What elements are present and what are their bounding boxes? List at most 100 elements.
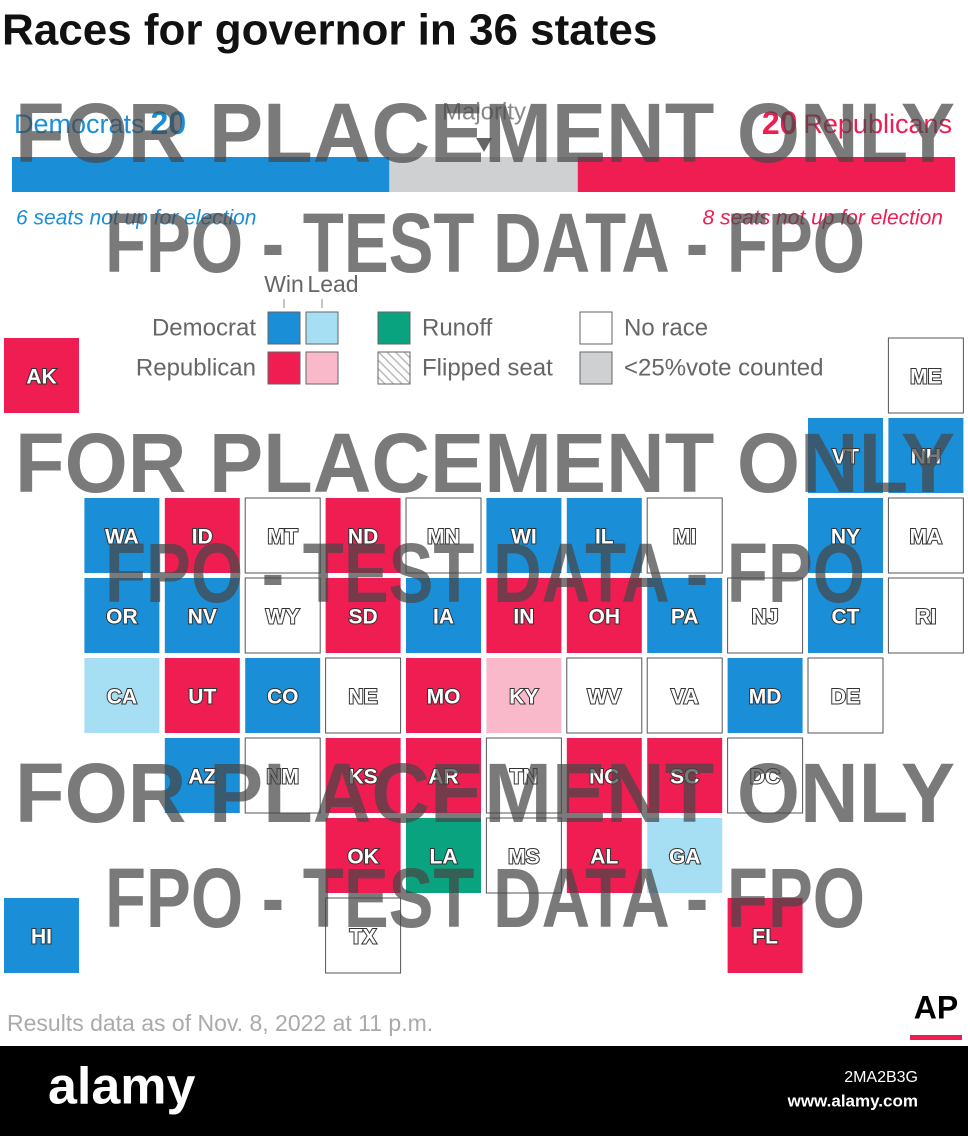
state-tile xyxy=(244,577,321,654)
state-tile xyxy=(406,738,481,813)
state-label: VA xyxy=(671,686,699,709)
state-tile xyxy=(164,658,240,733)
state-label: VT xyxy=(832,446,859,469)
dem-name: Democrats xyxy=(14,109,145,139)
state-tile xyxy=(84,578,160,653)
state-label: TX xyxy=(350,926,377,949)
state-label: MA xyxy=(910,526,943,549)
title: Races for governor in 36 states xyxy=(2,6,657,55)
state-tile xyxy=(406,578,481,653)
state-tile xyxy=(485,817,562,894)
stock-url: www.alamy.com xyxy=(787,1091,918,1110)
state-label: AL xyxy=(590,846,618,869)
state-tile xyxy=(325,657,402,734)
state-label: NC xyxy=(589,766,619,789)
legend-party: Democrat xyxy=(152,314,256,341)
state-label: KS xyxy=(349,766,378,789)
state-label: WY xyxy=(266,606,300,629)
state-tile xyxy=(84,658,160,733)
dem-label: Democrats 20 xyxy=(14,105,186,141)
legend-swatch xyxy=(305,351,339,385)
watermark: FPO - TEST DATA - FPO xyxy=(105,851,865,945)
state-tile xyxy=(808,498,883,573)
state-label: HI xyxy=(31,926,52,949)
watermark: FPO - TEST DATA - FPO xyxy=(105,196,865,290)
legend-label: Runoff xyxy=(422,314,493,341)
legend-label: No race xyxy=(624,314,708,341)
state-tile xyxy=(164,578,240,653)
state-label: WI xyxy=(511,526,537,549)
state-label: FL xyxy=(752,926,778,949)
watermark: FOR PLACEMENT ONLY xyxy=(15,746,955,840)
legend-label: <25%vote counted xyxy=(624,354,824,381)
state-tile xyxy=(486,498,562,573)
state-tile xyxy=(405,497,482,574)
state-label: AK xyxy=(26,366,56,389)
dem-note: 6 seats not up for election xyxy=(16,207,257,230)
state-label: OH xyxy=(589,606,621,629)
majority-marker xyxy=(476,138,492,152)
state-label: CA xyxy=(107,686,137,709)
state-tile xyxy=(566,657,643,734)
legend-column: Lead xyxy=(307,271,358,297)
state-tile xyxy=(566,498,642,573)
state-label: NJ xyxy=(752,606,779,629)
state-tile xyxy=(646,497,723,574)
dem-seats: 20 xyxy=(151,105,187,141)
legend-swatch xyxy=(377,351,411,385)
state-label: DE xyxy=(831,686,860,709)
state-tile xyxy=(807,657,884,734)
state-tile xyxy=(244,497,321,574)
state-label: UT xyxy=(188,686,216,709)
state-label: IN xyxy=(513,606,534,629)
stock-bar xyxy=(0,1046,968,1136)
state-label: LA xyxy=(430,846,458,869)
state-tile xyxy=(566,578,642,653)
state-label: OK xyxy=(347,846,379,869)
state-label: ME xyxy=(910,366,942,389)
state-label: AR xyxy=(428,766,458,789)
state-label: NY xyxy=(831,526,860,549)
majority-label: Majority xyxy=(442,98,526,125)
state-label: IA xyxy=(433,606,454,629)
legend-swatch xyxy=(579,351,613,385)
state-tile xyxy=(727,577,804,654)
legend-swatch xyxy=(305,311,339,345)
state-tile xyxy=(325,498,401,573)
rep-note: 8 seats not up for election xyxy=(703,207,944,230)
state-label: MD xyxy=(749,686,782,709)
state-label: GA xyxy=(669,846,701,869)
state-label: OR xyxy=(106,606,138,629)
watermark: FOR PLACEMENT ONLY xyxy=(15,86,955,180)
rep-label: 20 Republicans xyxy=(762,105,952,141)
state-tile xyxy=(566,818,642,893)
state-tile xyxy=(808,418,883,493)
state-tile xyxy=(887,497,964,574)
watermark: FPO - TEST DATA - FPO xyxy=(105,526,865,620)
state-label: DC xyxy=(750,766,780,789)
state-label: RI xyxy=(915,606,936,629)
state-tile xyxy=(727,658,803,733)
ap-underline xyxy=(910,1035,962,1040)
state-tile xyxy=(647,578,723,653)
state-tile xyxy=(887,337,964,414)
state-tile xyxy=(164,498,240,573)
state-tile xyxy=(727,737,804,814)
state-label: PA xyxy=(671,606,699,629)
state-label: WV xyxy=(587,686,621,709)
state-tile xyxy=(406,818,481,893)
state-tile xyxy=(486,658,562,733)
rep-name: Republicans xyxy=(803,109,952,139)
legend-party: Republican xyxy=(136,354,256,381)
state-label: MS xyxy=(508,846,540,869)
state-label: SD xyxy=(349,606,378,629)
state-tile xyxy=(245,658,321,733)
state-tile xyxy=(888,418,964,493)
state-label: CT xyxy=(832,606,860,629)
state-tile xyxy=(325,578,401,653)
state-label: NM xyxy=(266,766,299,789)
state-tile xyxy=(325,818,401,893)
state-label: NH xyxy=(911,446,941,469)
source: Results data as of Nov. 8, 2022 at 11 p.… xyxy=(7,1010,433,1036)
state-tile xyxy=(164,738,240,813)
